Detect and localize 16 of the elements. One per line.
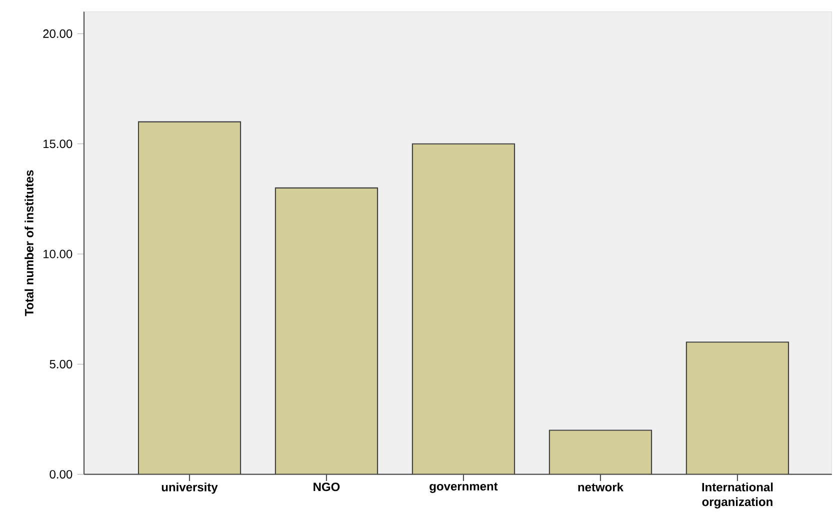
bar [138,121,242,474]
bar [548,430,652,474]
y-tick-label: 0.00 [50,470,72,479]
bar [412,143,516,474]
x-tick-label: NGO [314,482,340,492]
bar [686,342,790,474]
y-tick-label: 5.00 [50,360,72,368]
x-tick-label: university [162,482,218,494]
x-tick-label: International organization [702,482,773,508]
y-tick-label: 15.00 [44,140,72,148]
x-tick-label: network [578,482,624,492]
x-tick-label: government [430,482,498,493]
y-tick-label: 10.00 [44,250,72,258]
y-axis-title: Total number of institutes [24,170,34,316]
bar [274,187,378,474]
y-tick-label: 20.00 [43,29,72,38]
